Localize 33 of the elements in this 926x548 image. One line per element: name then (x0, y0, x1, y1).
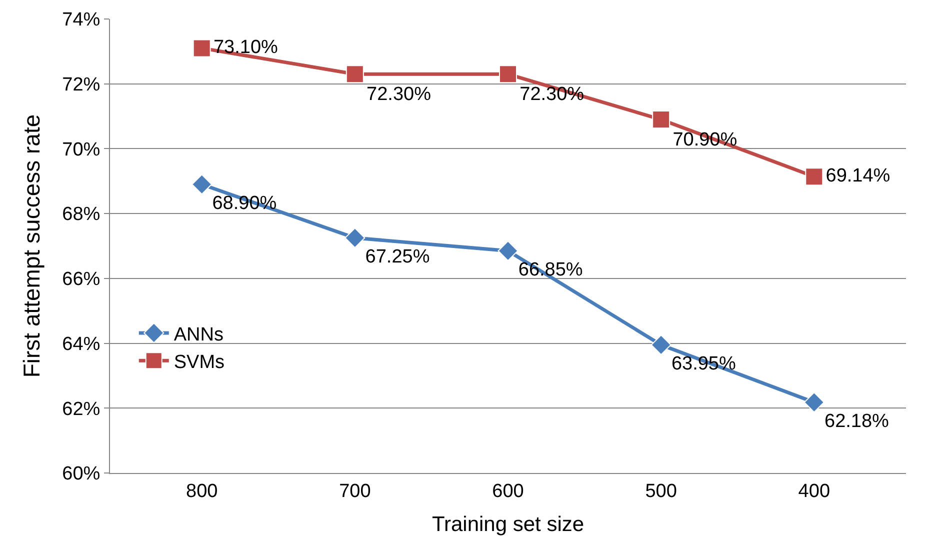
point (804, 392, 824, 413)
x-tick-label: 700 (339, 480, 371, 502)
data-label: 62.18% (824, 410, 890, 432)
point (192, 174, 212, 195)
data-label: 72.30% (366, 84, 432, 106)
point (805, 168, 824, 186)
y-tick-label: 74% (62, 10, 100, 31)
y-tick-label: 72% (62, 74, 100, 96)
point (344, 228, 366, 248)
x-axis-title: Training set size (432, 513, 584, 536)
y-tick-label: 62% (62, 398, 100, 420)
point (192, 39, 211, 58)
x-tick-label: 500 (645, 480, 677, 502)
y-tick-label: 64% (62, 334, 100, 355)
x-tick-label: 400 (798, 480, 830, 502)
point (346, 65, 364, 84)
y-tick-label: 66% (62, 269, 100, 290)
legend-label: ANNs (174, 324, 224, 346)
data-label: 69.14% (826, 165, 890, 186)
y-tick-label: 68% (62, 204, 100, 226)
y-tick-label: 60% (62, 464, 100, 485)
point (652, 110, 670, 129)
x-tick-label: 800 (186, 480, 218, 502)
point (499, 65, 517, 84)
data-label: 73.10% (213, 36, 278, 58)
data-label: 72.30% (520, 84, 584, 106)
x-tick-label: 600 (492, 480, 524, 502)
y-axis-title: First attempt success rate (18, 114, 45, 378)
point (498, 240, 518, 262)
point (650, 334, 672, 356)
legend-label: SVMs (174, 352, 225, 374)
y-tick-label: 70% (62, 139, 100, 160)
data-label: 67.25% (365, 246, 430, 268)
